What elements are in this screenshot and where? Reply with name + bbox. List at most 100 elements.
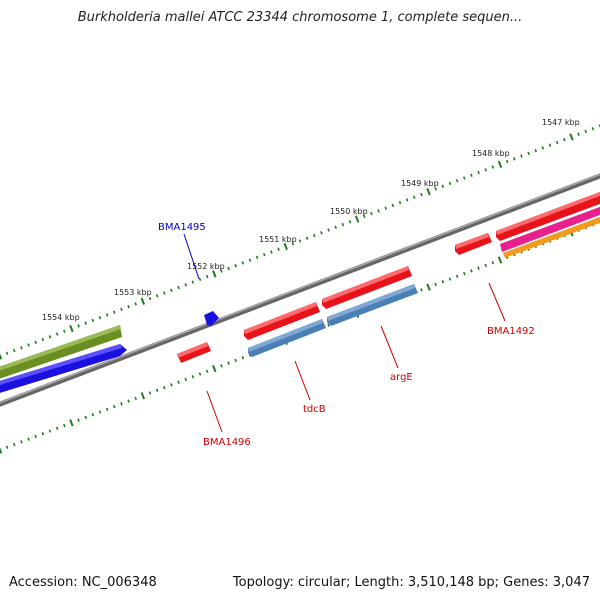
leader-bma1495: [183, 233, 200, 280]
leader-tdcb: [294, 360, 311, 401]
minor-tick: [448, 277, 452, 281]
scale-label: 1547 kbp: [542, 118, 580, 127]
feature-red-right-shade: [496, 191, 600, 235]
minor-tick: [113, 404, 116, 409]
gene-label-bma1495[interactable]: BMA1495: [158, 222, 206, 233]
minor-tick: [63, 329, 66, 334]
major-tick: [497, 160, 503, 168]
major-tick: [283, 242, 288, 251]
minor-tick: [20, 346, 23, 350]
feature-bma1495[interactable]: [204, 311, 219, 326]
minor-tick: [484, 263, 487, 268]
forward-features: [0, 191, 600, 379]
major-tick: [69, 419, 74, 427]
minor-tick: [34, 434, 37, 439]
minor-tick: [5, 351, 9, 355]
minor-tick: [27, 343, 30, 347]
major-tick: [569, 133, 574, 141]
minor-tick: [41, 432, 45, 436]
major-tick: [212, 364, 217, 373]
major-tick: [0, 353, 3, 360]
gene-label-bma1492[interactable]: BMA1492: [487, 326, 535, 337]
scale-label: 1551 kbp: [259, 235, 297, 244]
gene-label-arge[interactable]: argE: [390, 372, 413, 383]
minor-tick: [105, 313, 109, 317]
minor-tick: [205, 369, 209, 373]
backbone: [0, 173, 600, 407]
minor-tick: [470, 269, 473, 273]
minor-tick: [148, 296, 152, 301]
scale-label: 1553 kbp: [114, 288, 152, 297]
minor-tick: [55, 426, 59, 430]
gene-label-bma1496[interactable]: BMA1496: [203, 437, 251, 448]
feature-tdcb-shade: [248, 319, 323, 352]
scale-label: 1550 kbp: [330, 207, 368, 216]
minor-tick: [155, 388, 159, 392]
minor-tick: [398, 200, 402, 205]
minor-tick: [527, 151, 530, 156]
minor-tick: [98, 410, 102, 414]
scale-label: 1554 kbp: [42, 313, 80, 322]
scale-labels: 1554 kbp 1553 kbp 1552 kbp 1551 kbp 1550…: [42, 118, 580, 322]
backbone-highlight: [0, 173, 600, 404]
minor-tick: [327, 323, 330, 327]
feature-bma1496-shade: [177, 342, 208, 358]
minor-tick: [5, 445, 9, 449]
minor-tick: [298, 239, 302, 243]
minor-tick: [191, 280, 195, 284]
minor-tick: [513, 157, 516, 161]
minor-tick: [134, 302, 137, 306]
minor-tick: [241, 261, 245, 265]
map-title: Burkholderia mallei ATCC 23344 chromosom…: [77, 10, 523, 25]
minor-tick: [77, 418, 80, 422]
minor-tick: [455, 179, 459, 183]
minor-tick: [184, 377, 187, 382]
minor-tick: [177, 380, 180, 384]
minor-tick: [505, 159, 509, 164]
minor-tick: [477, 170, 480, 175]
feature-blue-long[interactable]: [0, 344, 127, 396]
minor-tick: [91, 413, 95, 417]
minor-tick: [248, 258, 252, 262]
feature-olive-shade: [0, 325, 121, 371]
minor-tick: [20, 440, 23, 444]
minor-tick: [170, 383, 173, 387]
feature-red-arge-upper-shade: [322, 266, 409, 303]
minor-tick: [227, 266, 230, 271]
minor-tick: [163, 291, 166, 295]
gene-label-tdcb[interactable]: tdcB: [303, 404, 326, 415]
minor-tick: [434, 282, 437, 287]
major-tick: [354, 215, 360, 223]
scale-label: 1549 kbp: [401, 179, 439, 188]
minor-tick: [584, 129, 587, 134]
leader-bma1496: [206, 390, 223, 433]
minor-tick: [384, 206, 387, 210]
major-tick: [140, 297, 146, 305]
minor-tick: [198, 277, 202, 282]
label-leaders: [183, 233, 506, 433]
minor-tick: [555, 140, 559, 145]
minor-tick: [405, 198, 409, 202]
feature-orange[interactable]: [503, 215, 600, 258]
feature-magenta[interactable]: [500, 205, 600, 252]
minor-tick: [320, 231, 323, 235]
minor-tick: [334, 225, 337, 229]
minor-tick: [491, 261, 495, 265]
major-tick: [426, 188, 431, 196]
minor-tick: [205, 274, 209, 279]
leader-bma1492: [488, 282, 506, 322]
minor-tick: [341, 222, 345, 227]
minor-tick: [63, 423, 66, 428]
leader-arge: [380, 325, 399, 369]
minor-tick: [163, 385, 166, 390]
minor-tick: [91, 318, 95, 323]
scale-label: 1548 kbp: [472, 149, 510, 158]
minor-tick: [370, 211, 373, 216]
minor-tick: [255, 255, 259, 260]
minor-tick: [305, 236, 309, 240]
minor-tick: [477, 266, 480, 270]
minor-tick: [41, 337, 45, 342]
feature-red-tdcb-upper-shade: [244, 302, 317, 334]
minor-tick: [377, 209, 380, 213]
